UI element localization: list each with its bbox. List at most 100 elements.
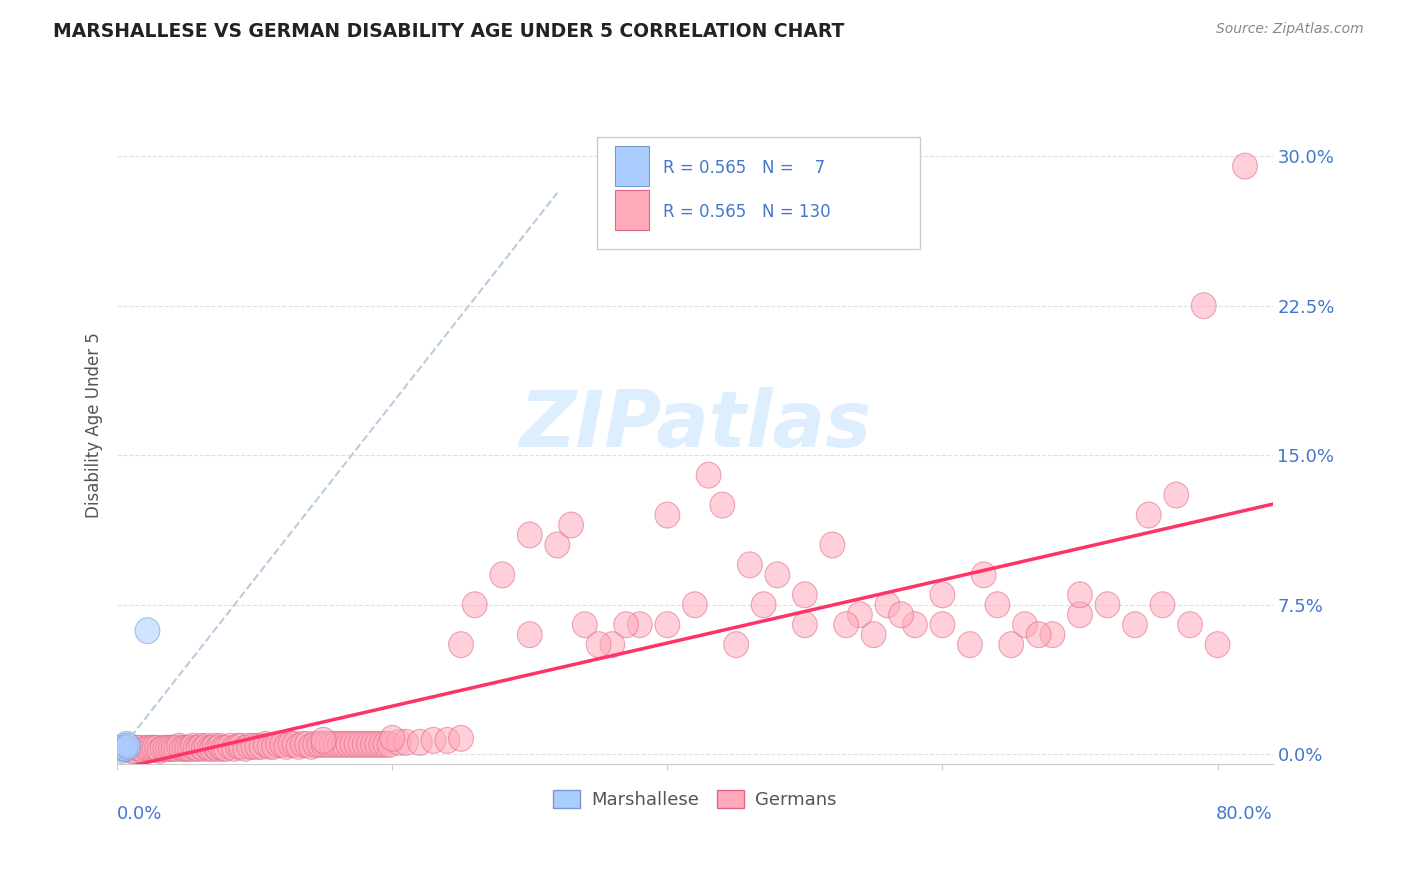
Ellipse shape bbox=[249, 733, 274, 759]
Ellipse shape bbox=[613, 612, 638, 638]
Ellipse shape bbox=[283, 731, 307, 757]
Ellipse shape bbox=[110, 735, 135, 761]
Ellipse shape bbox=[186, 735, 211, 761]
Ellipse shape bbox=[929, 582, 955, 607]
Ellipse shape bbox=[1164, 483, 1188, 508]
Ellipse shape bbox=[111, 735, 136, 761]
Ellipse shape bbox=[655, 502, 679, 528]
Ellipse shape bbox=[875, 591, 900, 618]
Ellipse shape bbox=[150, 735, 174, 761]
Ellipse shape bbox=[257, 733, 283, 759]
Text: MARSHALLESE VS GERMAN DISABILITY AGE UNDER 5 CORRELATION CHART: MARSHALLESE VS GERMAN DISABILITY AGE UND… bbox=[53, 22, 845, 41]
Ellipse shape bbox=[586, 632, 612, 657]
Ellipse shape bbox=[191, 735, 217, 761]
Ellipse shape bbox=[274, 733, 298, 759]
Ellipse shape bbox=[986, 591, 1010, 618]
Ellipse shape bbox=[148, 738, 172, 764]
Ellipse shape bbox=[929, 612, 955, 638]
Ellipse shape bbox=[998, 632, 1024, 657]
Ellipse shape bbox=[118, 738, 143, 764]
Ellipse shape bbox=[323, 731, 349, 757]
Ellipse shape bbox=[208, 733, 233, 759]
Ellipse shape bbox=[128, 735, 153, 761]
Ellipse shape bbox=[349, 731, 373, 757]
Ellipse shape bbox=[131, 738, 156, 764]
Ellipse shape bbox=[197, 735, 222, 761]
Ellipse shape bbox=[600, 632, 624, 657]
Ellipse shape bbox=[121, 738, 146, 764]
Ellipse shape bbox=[751, 591, 776, 618]
Ellipse shape bbox=[373, 731, 398, 757]
Ellipse shape bbox=[233, 735, 257, 761]
Ellipse shape bbox=[957, 632, 983, 657]
Ellipse shape bbox=[1233, 153, 1257, 179]
Ellipse shape bbox=[903, 612, 928, 638]
Ellipse shape bbox=[165, 735, 188, 761]
Ellipse shape bbox=[135, 618, 160, 644]
Ellipse shape bbox=[311, 727, 336, 754]
Ellipse shape bbox=[1150, 591, 1175, 618]
Ellipse shape bbox=[1067, 582, 1092, 607]
Ellipse shape bbox=[489, 562, 515, 588]
Ellipse shape bbox=[159, 735, 183, 761]
Ellipse shape bbox=[253, 731, 278, 757]
Ellipse shape bbox=[139, 735, 165, 761]
Ellipse shape bbox=[311, 731, 336, 757]
Ellipse shape bbox=[627, 612, 652, 638]
Ellipse shape bbox=[344, 731, 368, 757]
Ellipse shape bbox=[1205, 632, 1230, 657]
Ellipse shape bbox=[793, 582, 817, 607]
Ellipse shape bbox=[188, 733, 214, 759]
Ellipse shape bbox=[394, 730, 419, 756]
Ellipse shape bbox=[449, 725, 474, 751]
Ellipse shape bbox=[357, 731, 381, 757]
Ellipse shape bbox=[302, 731, 328, 757]
Text: R = 0.565   N =    7: R = 0.565 N = 7 bbox=[662, 159, 825, 177]
Ellipse shape bbox=[295, 731, 319, 757]
Ellipse shape bbox=[360, 731, 385, 757]
Ellipse shape bbox=[408, 730, 432, 756]
Ellipse shape bbox=[266, 731, 291, 757]
Ellipse shape bbox=[200, 735, 225, 761]
Ellipse shape bbox=[278, 731, 302, 757]
Ellipse shape bbox=[820, 532, 845, 558]
Ellipse shape bbox=[1191, 293, 1216, 318]
Ellipse shape bbox=[862, 622, 886, 648]
Ellipse shape bbox=[517, 522, 543, 548]
Ellipse shape bbox=[194, 733, 219, 759]
Ellipse shape bbox=[291, 731, 315, 757]
Ellipse shape bbox=[434, 727, 460, 754]
Ellipse shape bbox=[738, 552, 762, 578]
Text: ZIPatlas: ZIPatlas bbox=[519, 387, 870, 463]
Ellipse shape bbox=[353, 731, 377, 757]
Ellipse shape bbox=[336, 731, 360, 757]
Ellipse shape bbox=[211, 735, 235, 761]
Ellipse shape bbox=[125, 735, 150, 761]
Ellipse shape bbox=[546, 532, 569, 558]
Ellipse shape bbox=[340, 731, 364, 757]
Ellipse shape bbox=[848, 602, 872, 628]
Ellipse shape bbox=[226, 733, 250, 759]
Ellipse shape bbox=[270, 731, 295, 757]
Ellipse shape bbox=[205, 735, 231, 761]
Text: Source: ZipAtlas.com: Source: ZipAtlas.com bbox=[1216, 22, 1364, 37]
Ellipse shape bbox=[1026, 622, 1052, 648]
Ellipse shape bbox=[1012, 612, 1038, 638]
Ellipse shape bbox=[112, 735, 138, 761]
Ellipse shape bbox=[1067, 602, 1092, 628]
Ellipse shape bbox=[889, 602, 914, 628]
Ellipse shape bbox=[202, 733, 228, 759]
Ellipse shape bbox=[153, 735, 177, 761]
Ellipse shape bbox=[793, 612, 817, 638]
Ellipse shape bbox=[229, 733, 253, 759]
Ellipse shape bbox=[167, 733, 191, 759]
Ellipse shape bbox=[422, 727, 446, 754]
Ellipse shape bbox=[332, 731, 357, 757]
Ellipse shape bbox=[328, 731, 353, 757]
Y-axis label: Disability Age Under 5: Disability Age Under 5 bbox=[86, 333, 103, 518]
Ellipse shape bbox=[765, 562, 790, 588]
Ellipse shape bbox=[156, 735, 180, 761]
Ellipse shape bbox=[218, 733, 242, 759]
Ellipse shape bbox=[111, 733, 136, 759]
Ellipse shape bbox=[449, 632, 474, 657]
